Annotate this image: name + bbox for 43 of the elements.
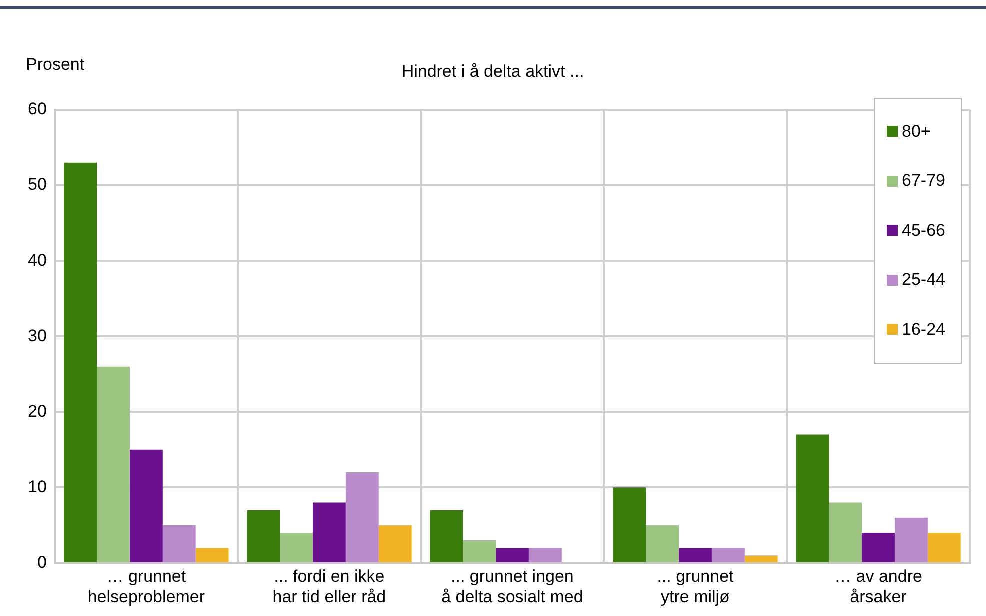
bar bbox=[312, 502, 346, 562]
bar bbox=[430, 510, 464, 562]
legend-label: 45-66 bbox=[902, 220, 946, 241]
y-axis-title: Prosent bbox=[26, 55, 85, 75]
x-tick-label: ... grunnet ingen å delta sosialt med bbox=[442, 567, 584, 606]
bar bbox=[280, 532, 313, 562]
y-tick-label: 50 bbox=[28, 175, 47, 194]
legend-label: 67-79 bbox=[902, 171, 946, 192]
bar bbox=[130, 450, 163, 562]
bar bbox=[196, 548, 229, 562]
bar bbox=[862, 532, 895, 562]
chart-title: Hindret i å delta aktivt ... bbox=[402, 62, 584, 81]
legend-label: 80+ bbox=[902, 122, 931, 142]
x-tick-label: … grunnet helseproblemer bbox=[88, 567, 206, 606]
bar bbox=[247, 510, 280, 562]
bar bbox=[463, 540, 496, 562]
bar bbox=[528, 548, 562, 562]
legend-label: 25-44 bbox=[902, 270, 946, 290]
bar bbox=[829, 502, 862, 562]
bar bbox=[712, 548, 745, 562]
bar bbox=[97, 366, 130, 562]
bar bbox=[496, 548, 529, 562]
x-tick-label: ... fordi en ikke har tid eller råd bbox=[272, 567, 386, 606]
x-tick-label: ... grunnet ytre miljø bbox=[657, 567, 734, 606]
y-tick-label: 10 bbox=[28, 477, 47, 496]
bar bbox=[64, 162, 98, 562]
bar bbox=[646, 525, 679, 562]
bar bbox=[796, 434, 830, 562]
bar bbox=[162, 525, 196, 562]
bar bbox=[679, 548, 712, 562]
legend-label: 16-24 bbox=[902, 320, 946, 340]
bar bbox=[928, 532, 961, 562]
bar bbox=[894, 518, 928, 562]
y-tick-label: 30 bbox=[28, 326, 47, 346]
y-tick-label: 40 bbox=[28, 250, 47, 270]
bar bbox=[744, 556, 778, 562]
y-tick-label: 20 bbox=[28, 402, 47, 421]
bar bbox=[378, 525, 412, 562]
x-tick-label: … av andre årsaker bbox=[834, 567, 922, 606]
y-tick-label: 60 bbox=[28, 100, 47, 119]
y-tick-label: 0 bbox=[37, 552, 47, 572]
bar bbox=[346, 472, 379, 562]
bar bbox=[613, 488, 646, 562]
